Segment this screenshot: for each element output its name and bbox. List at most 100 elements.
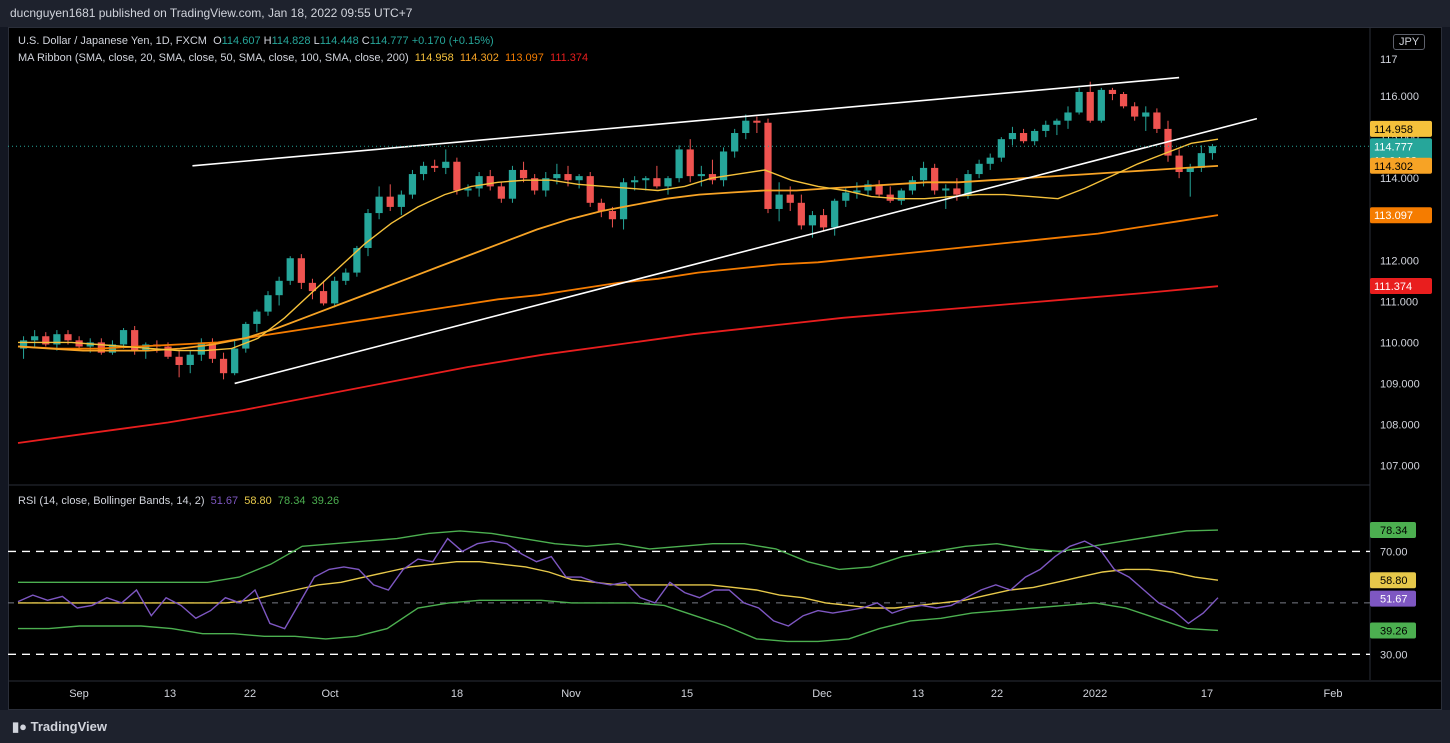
ma20-value: 114.958	[414, 52, 454, 64]
currency-button[interactable]: JPY	[1393, 34, 1426, 50]
price-badge-value: 114.958	[1374, 124, 1413, 136]
price-tick-label: 116.000	[1380, 91, 1419, 103]
candle-up	[1031, 130, 1039, 142]
candle-down	[786, 194, 794, 203]
rsi-legend: RSI (14, close, Bollinger Bands, 14, 2) …	[18, 495, 339, 507]
candle-up	[719, 151, 728, 181]
candle-up	[642, 178, 650, 181]
candle-down	[1175, 155, 1183, 173]
time-tick-label: 22	[991, 688, 1003, 700]
rising-wedge-support	[234, 117, 1258, 385]
time-tick-label: Dec	[812, 688, 832, 700]
candle-up	[1186, 167, 1194, 173]
price-badge-value: 111.374	[1374, 281, 1412, 293]
candle-down	[164, 346, 172, 357]
candle-down	[686, 149, 694, 177]
candle-up	[364, 213, 372, 248]
candle-down	[386, 196, 394, 207]
rsi-badge-value: 78.34	[1380, 525, 1408, 537]
candle-up	[253, 311, 261, 324]
ma-line-ma20	[18, 138, 1219, 352]
candle-up	[1197, 153, 1205, 168]
candle-up	[419, 165, 428, 175]
candle-up	[942, 188, 950, 191]
candle-up	[864, 184, 872, 191]
tradingview-logo[interactable]: ▮● TradingView	[12, 719, 107, 735]
candle-up	[408, 174, 417, 195]
rsi-line-rsi	[17, 537, 1219, 630]
candle-up	[1008, 133, 1017, 140]
h-label: H	[263, 35, 272, 47]
candle-up	[119, 330, 128, 345]
candle-up	[375, 196, 383, 214]
price-tick-label-partial: 117	[1380, 54, 1398, 66]
price-tick-label: 114.000	[1380, 173, 1419, 185]
candle-up	[975, 163, 983, 175]
candle-up	[675, 149, 683, 179]
candle-down	[486, 176, 494, 187]
candle-up	[1097, 89, 1105, 121]
candle-up	[775, 194, 783, 209]
candle-up	[264, 295, 272, 312]
time-tick-label: Feb	[1324, 688, 1343, 700]
rsi-tick-label: 70.00	[1380, 546, 1408, 558]
candle-down	[531, 178, 539, 191]
candle-down	[131, 330, 139, 351]
rsi-ma-value: 58.80	[244, 495, 272, 507]
ma-line-ma200	[17, 285, 1219, 444]
rsi-badge-value: 58.80	[1380, 575, 1408, 587]
rsi-line-bb_upper	[18, 529, 1219, 583]
candle-down	[875, 184, 883, 195]
rsi-badge	[1370, 521, 1416, 538]
rsi-badge-value: 51.67	[1380, 594, 1408, 606]
candle-up	[508, 169, 517, 199]
publish-info: ducnguyen1681 published on TradingView.c…	[10, 6, 413, 20]
ma-title: MA Ribbon (SMA, close, 20, SMA, close, 5…	[18, 52, 409, 64]
candle-up	[275, 280, 283, 296]
candle-up	[664, 178, 672, 187]
candle-up	[908, 180, 917, 191]
candle-up	[897, 190, 905, 201]
candle-down	[453, 161, 461, 191]
candle-up	[197, 342, 205, 355]
candle-up	[31, 336, 39, 341]
candle-up	[997, 139, 1005, 158]
candle-up	[697, 174, 705, 177]
candle-up	[1064, 112, 1072, 121]
price-badge	[1370, 277, 1432, 294]
candle-up	[575, 176, 583, 181]
price-badge	[1370, 157, 1432, 174]
time-tick-label: Nov	[561, 688, 581, 700]
o-label: O	[213, 35, 222, 47]
bb-upper-value: 78.34	[277, 495, 306, 507]
candle-up	[53, 334, 61, 345]
rsi-title: RSI (14, close, Bollinger Bands, 14, 2)	[18, 495, 205, 507]
l-label: L	[313, 35, 320, 47]
candle-down	[519, 169, 528, 179]
price-badge	[1370, 207, 1432, 224]
candle-down	[653, 178, 661, 187]
time-tick-label: 13	[912, 688, 924, 700]
candle-up	[1142, 112, 1150, 117]
candle-up	[831, 200, 839, 228]
o-value: 114.607	[221, 35, 261, 47]
price-tick-label: 109.000	[1380, 378, 1420, 390]
candle-up	[842, 192, 850, 201]
main-legend: U.S. Dollar / Japanese Yen, 1D, FXCM O11…	[18, 35, 494, 47]
candle-up	[1053, 120, 1061, 125]
rising-wedge-resistance	[192, 76, 1180, 167]
c-label: C	[361, 35, 370, 47]
price-tick-label: 111.000	[1380, 296, 1418, 308]
candle-down	[931, 167, 939, 191]
chart-canvas[interactable]: 116.000115.000114.000113.000112.000111.0…	[0, 0, 1450, 710]
candle-up	[853, 190, 861, 193]
price-tick-label: 108.000	[1380, 420, 1420, 432]
symbol-title: U.S. Dollar / Japanese Yen, 1D, FXCM	[18, 35, 207, 47]
candle-up	[553, 174, 561, 179]
candle-up	[331, 280, 339, 304]
rsi-value: 51.67	[210, 495, 239, 507]
change-value: +0.170 (+0.15%)	[411, 35, 494, 47]
candle-down	[1131, 106, 1139, 117]
candle-down	[708, 174, 717, 181]
candle-up	[242, 323, 250, 349]
